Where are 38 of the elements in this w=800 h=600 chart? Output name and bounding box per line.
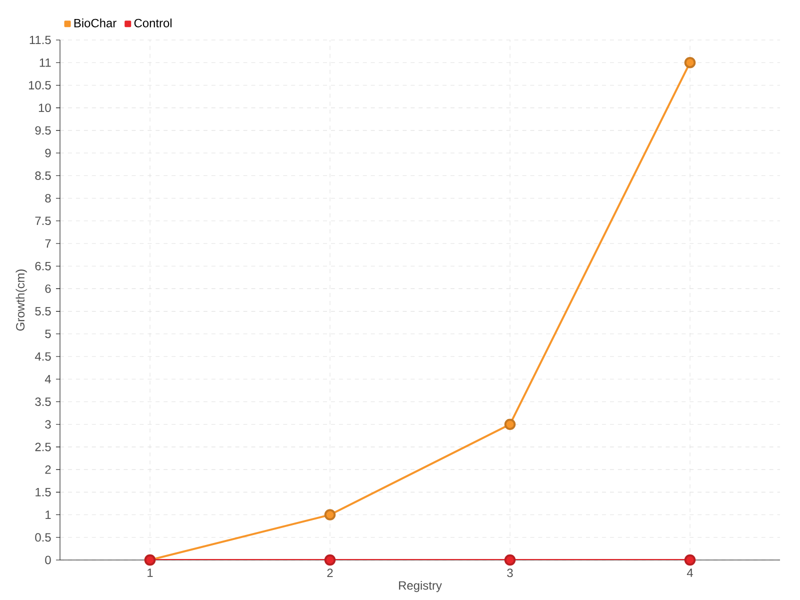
- y-tick-label: 3.5: [35, 398, 51, 406]
- y-tick-label: 2.5: [35, 442, 51, 452]
- y-tick-label: 7: [45, 239, 51, 248]
- x-axis-title: Registry: [399, 580, 442, 592]
- legend-label: BioChar: [74, 18, 116, 28]
- legend-label: Control: [134, 18, 172, 28]
- y-tick-label: 11: [40, 58, 51, 67]
- y-tick-label: 8.5: [35, 171, 51, 180]
- y-tick-label: 2: [45, 465, 51, 474]
- y-tick-label: 9.5: [35, 126, 51, 135]
- point: [684, 554, 696, 566]
- x-tick-label: 2: [327, 568, 333, 578]
- y-tick-label: 4.5: [34, 352, 51, 361]
- y-tick-label: 3: [45, 420, 51, 429]
- x-tick-label: 4: [686, 568, 693, 577]
- point: [504, 418, 516, 430]
- y-tick-label: 1: [46, 510, 51, 519]
- y-tick-label: 0: [45, 556, 51, 564]
- y-tick-label: 4: [44, 375, 51, 384]
- y-tick-label: 7.5: [35, 216, 51, 226]
- y-tick-label: 6: [45, 284, 51, 293]
- y-tick-label: 6.5: [35, 262, 51, 270]
- y-tick-label: 10: [38, 104, 51, 112]
- x-tick-label: 1: [148, 568, 153, 577]
- y-tick-label: 5.5: [35, 307, 51, 316]
- point: [684, 56, 696, 68]
- y-tick-label: 10.5: [28, 80, 51, 90]
- y-tick-label: 8: [45, 194, 51, 202]
- y-tick-label: 5: [45, 330, 51, 338]
- y-tick-label: 0.5: [35, 533, 51, 542]
- y-tick-label: 1.5: [36, 488, 51, 496]
- point: [324, 509, 336, 520]
- y-axis-title: Growth(cm): [16, 270, 27, 331]
- y-tick-label: 9: [45, 148, 51, 158]
- y-tick-label: 11.5: [30, 36, 51, 44]
- point: [504, 554, 516, 566]
- point: [324, 554, 336, 566]
- x-tick-label: 3: [507, 568, 513, 578]
